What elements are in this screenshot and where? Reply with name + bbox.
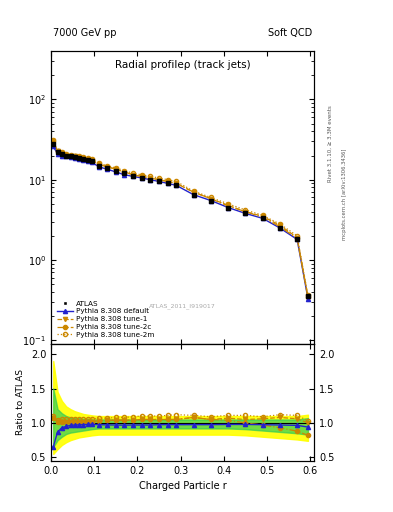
Text: Radial profileρ (track jets): Radial profileρ (track jets) xyxy=(115,60,251,70)
Text: 7000 GeV pp: 7000 GeV pp xyxy=(53,28,117,38)
Text: mcplots.cern.ch [arXiv:1306.3436]: mcplots.cern.ch [arXiv:1306.3436] xyxy=(342,149,347,240)
Text: ATLAS_2011_I919017: ATLAS_2011_I919017 xyxy=(149,303,216,309)
X-axis label: Charged Particle r: Charged Particle r xyxy=(139,481,227,491)
Text: Rivet 3.1.10, ≥ 3.3M events: Rivet 3.1.10, ≥ 3.3M events xyxy=(328,105,333,182)
Y-axis label: Ratio to ATLAS: Ratio to ATLAS xyxy=(16,369,25,435)
Text: Soft QCD: Soft QCD xyxy=(268,28,312,38)
Legend: ATLAS, Pythia 8.308 default, Pythia 8.308 tune-1, Pythia 8.308 tune-2c, Pythia 8: ATLAS, Pythia 8.308 default, Pythia 8.30… xyxy=(55,298,156,340)
